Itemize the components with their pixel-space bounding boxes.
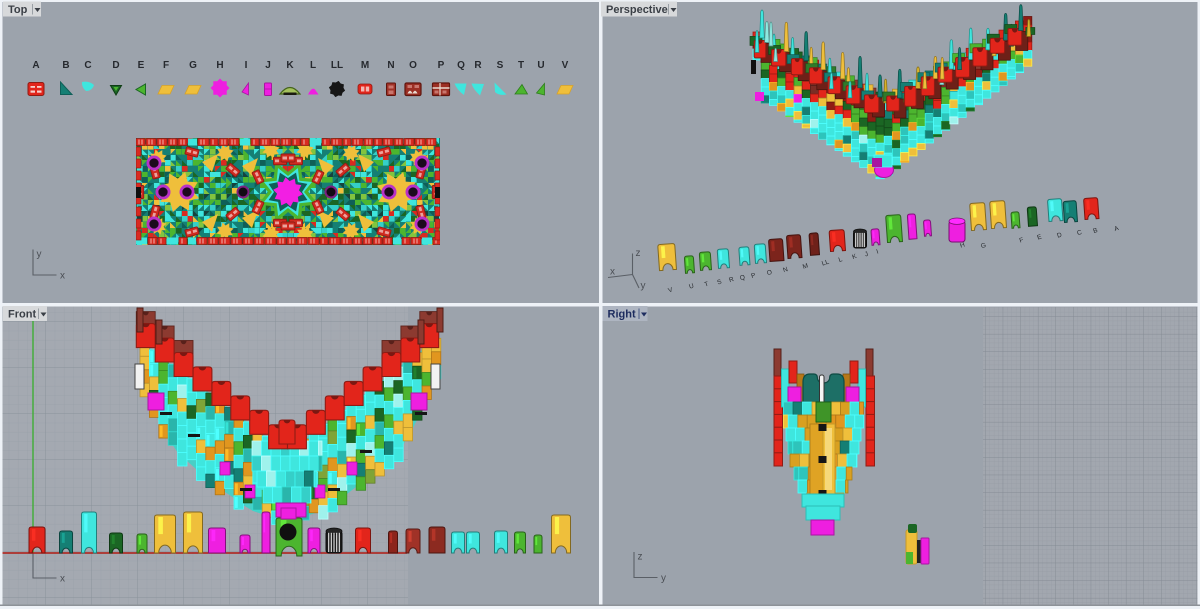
svg-text:Top: Top: [8, 4, 28, 16]
svg-text:I: I: [876, 248, 880, 255]
svg-text:Perspective: Perspective: [606, 4, 668, 16]
svg-text:Q: Q: [739, 274, 746, 282]
svg-text:G: G: [980, 242, 987, 250]
svg-text:E: E: [138, 60, 145, 71]
svg-text:S: S: [716, 278, 723, 286]
svg-text:T: T: [518, 60, 524, 71]
svg-text:LL: LL: [821, 259, 830, 268]
svg-text:E: E: [1036, 233, 1043, 241]
svg-text:Front: Front: [8, 309, 36, 321]
svg-text:O: O: [766, 269, 773, 277]
svg-text:H: H: [216, 60, 223, 71]
svg-text:V: V: [667, 286, 674, 294]
svg-text:H: H: [959, 241, 966, 249]
svg-text:S: S: [497, 60, 504, 71]
svg-text:A: A: [1113, 225, 1120, 233]
svg-text:U: U: [537, 60, 544, 71]
svg-text:N: N: [387, 60, 394, 71]
svg-text:M: M: [802, 262, 809, 270]
svg-text:I: I: [245, 60, 248, 71]
svg-text:R: R: [728, 276, 735, 284]
svg-text:y: y: [37, 249, 42, 260]
svg-text:K: K: [851, 253, 858, 261]
svg-text:K: K: [286, 60, 294, 71]
svg-text:J: J: [864, 251, 869, 259]
svg-text:J: J: [265, 60, 271, 71]
svg-text:F: F: [163, 60, 169, 71]
svg-text:L: L: [838, 256, 844, 264]
svg-text:z: z: [638, 552, 643, 563]
svg-text:U: U: [688, 282, 695, 290]
svg-text:LL: LL: [331, 60, 343, 71]
svg-text:x: x: [60, 271, 65, 282]
svg-text:V: V: [562, 60, 569, 71]
svg-text:O: O: [409, 60, 417, 71]
svg-text:G: G: [189, 60, 197, 71]
svg-text:Right: Right: [608, 309, 636, 321]
svg-text:P: P: [750, 272, 756, 280]
svg-text:A: A: [32, 60, 39, 71]
svg-text:D: D: [112, 60, 119, 71]
svg-text:T: T: [704, 281, 710, 289]
svg-text:D: D: [1056, 231, 1063, 239]
svg-text:P: P: [438, 60, 445, 71]
svg-text:C: C: [1076, 229, 1083, 237]
svg-text:F: F: [1019, 237, 1025, 245]
svg-text:x: x: [610, 267, 615, 278]
svg-text:Q: Q: [457, 60, 465, 71]
svg-text:y: y: [661, 573, 666, 584]
svg-text:M: M: [361, 60, 369, 71]
svg-text:N: N: [782, 266, 789, 274]
svg-text:y: y: [641, 281, 646, 292]
svg-text:L: L: [310, 60, 316, 71]
svg-text:B: B: [1092, 227, 1098, 235]
svg-text:x: x: [60, 574, 65, 585]
svg-text:R: R: [474, 60, 482, 71]
svg-text:B: B: [62, 60, 69, 71]
svg-text:C: C: [84, 60, 91, 71]
svg-text:z: z: [636, 248, 641, 259]
